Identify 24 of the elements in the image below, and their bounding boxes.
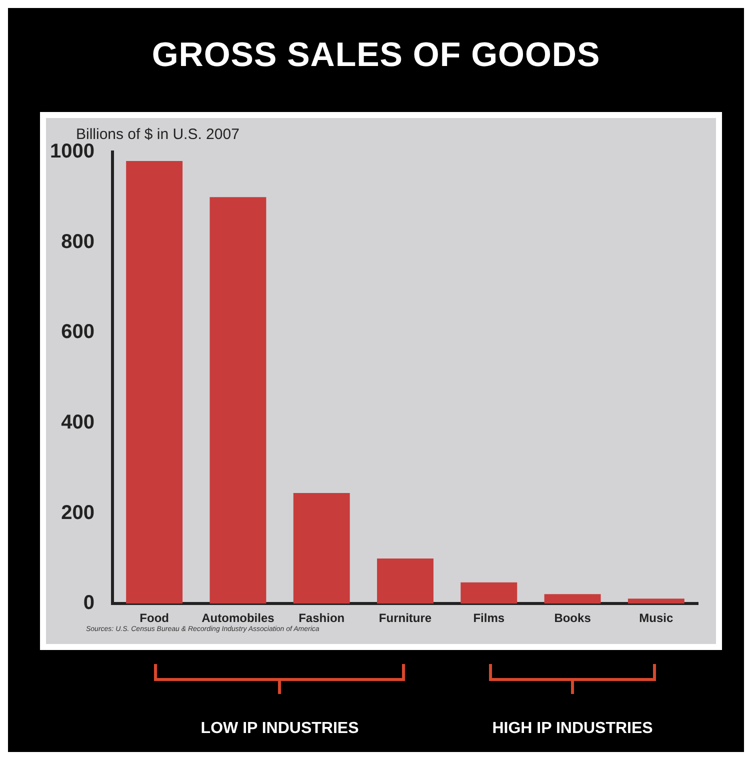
y-tick-label: 600: [61, 321, 94, 344]
x-tick-label: Music: [639, 611, 674, 626]
x-tick-label: Books: [554, 611, 592, 626]
y-tick-label: 200: [61, 502, 94, 524]
text: HIGH IP INDUSTRIES: [491, 720, 654, 738]
bar: [293, 492, 350, 604]
chart-title: GROSS SALES OF GOODS: [150, 36, 602, 75]
x-tick-label: Furniture: [378, 611, 432, 626]
y-tick-label: 800: [61, 230, 94, 253]
y-tick-label: 1000: [50, 140, 94, 163]
bar: [377, 558, 434, 604]
x-tick-label: Automobiles: [202, 611, 275, 626]
x-tick-label: Fashion: [298, 611, 345, 626]
x-tick-label: Food: [140, 611, 169, 626]
text: LOW IP INDUSTRIES: [200, 720, 360, 738]
bar: [460, 582, 518, 604]
bar: [544, 594, 601, 604]
y-tick-label: 0: [83, 592, 94, 614]
bar: [628, 598, 684, 604]
bar: [210, 197, 266, 604]
bar: [126, 161, 183, 604]
y-tick-label: 400: [61, 411, 94, 434]
y-axis-title: Billions of $ in U.S. 2007: [76, 126, 240, 143]
x-tick-label: Films: [473, 611, 505, 626]
